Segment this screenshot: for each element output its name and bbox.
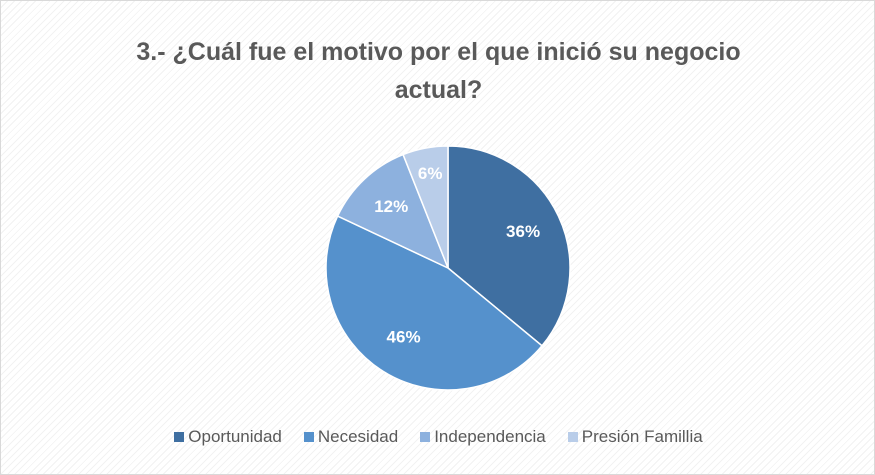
legend-swatch <box>174 432 185 442</box>
legend-swatch <box>567 432 578 442</box>
legend-entry: Necesidad <box>303 427 399 447</box>
legend-swatch <box>420 432 431 442</box>
pie-slice <box>402 145 449 269</box>
legend-label: Independencia <box>434 427 546 446</box>
data-label: 46% <box>387 328 421 347</box>
data-label: 6% <box>418 164 443 183</box>
legend-entry: Oportunidad <box>174 427 282 447</box>
legend-label: Presión Famillia <box>581 427 703 446</box>
chart-title: 3.- ¿Cuál fue el motivo por el que inici… <box>136 38 741 104</box>
data-label: 12% <box>374 197 408 216</box>
legend-entry: Independencia <box>420 427 546 447</box>
pie-slice <box>325 215 544 391</box>
legend-label: Necesidad <box>317 427 399 446</box>
legend-entry: Presión Famillia <box>567 427 703 447</box>
legend-label: Oportunidad <box>188 427 282 446</box>
legend-swatch <box>303 432 314 442</box>
pie-slice <box>447 145 571 347</box>
pie-slice <box>336 153 450 270</box>
data-label: 36% <box>506 222 540 241</box>
legend: Oportunidad Necesidad Independencia Presión… <box>1 427 875 447</box>
